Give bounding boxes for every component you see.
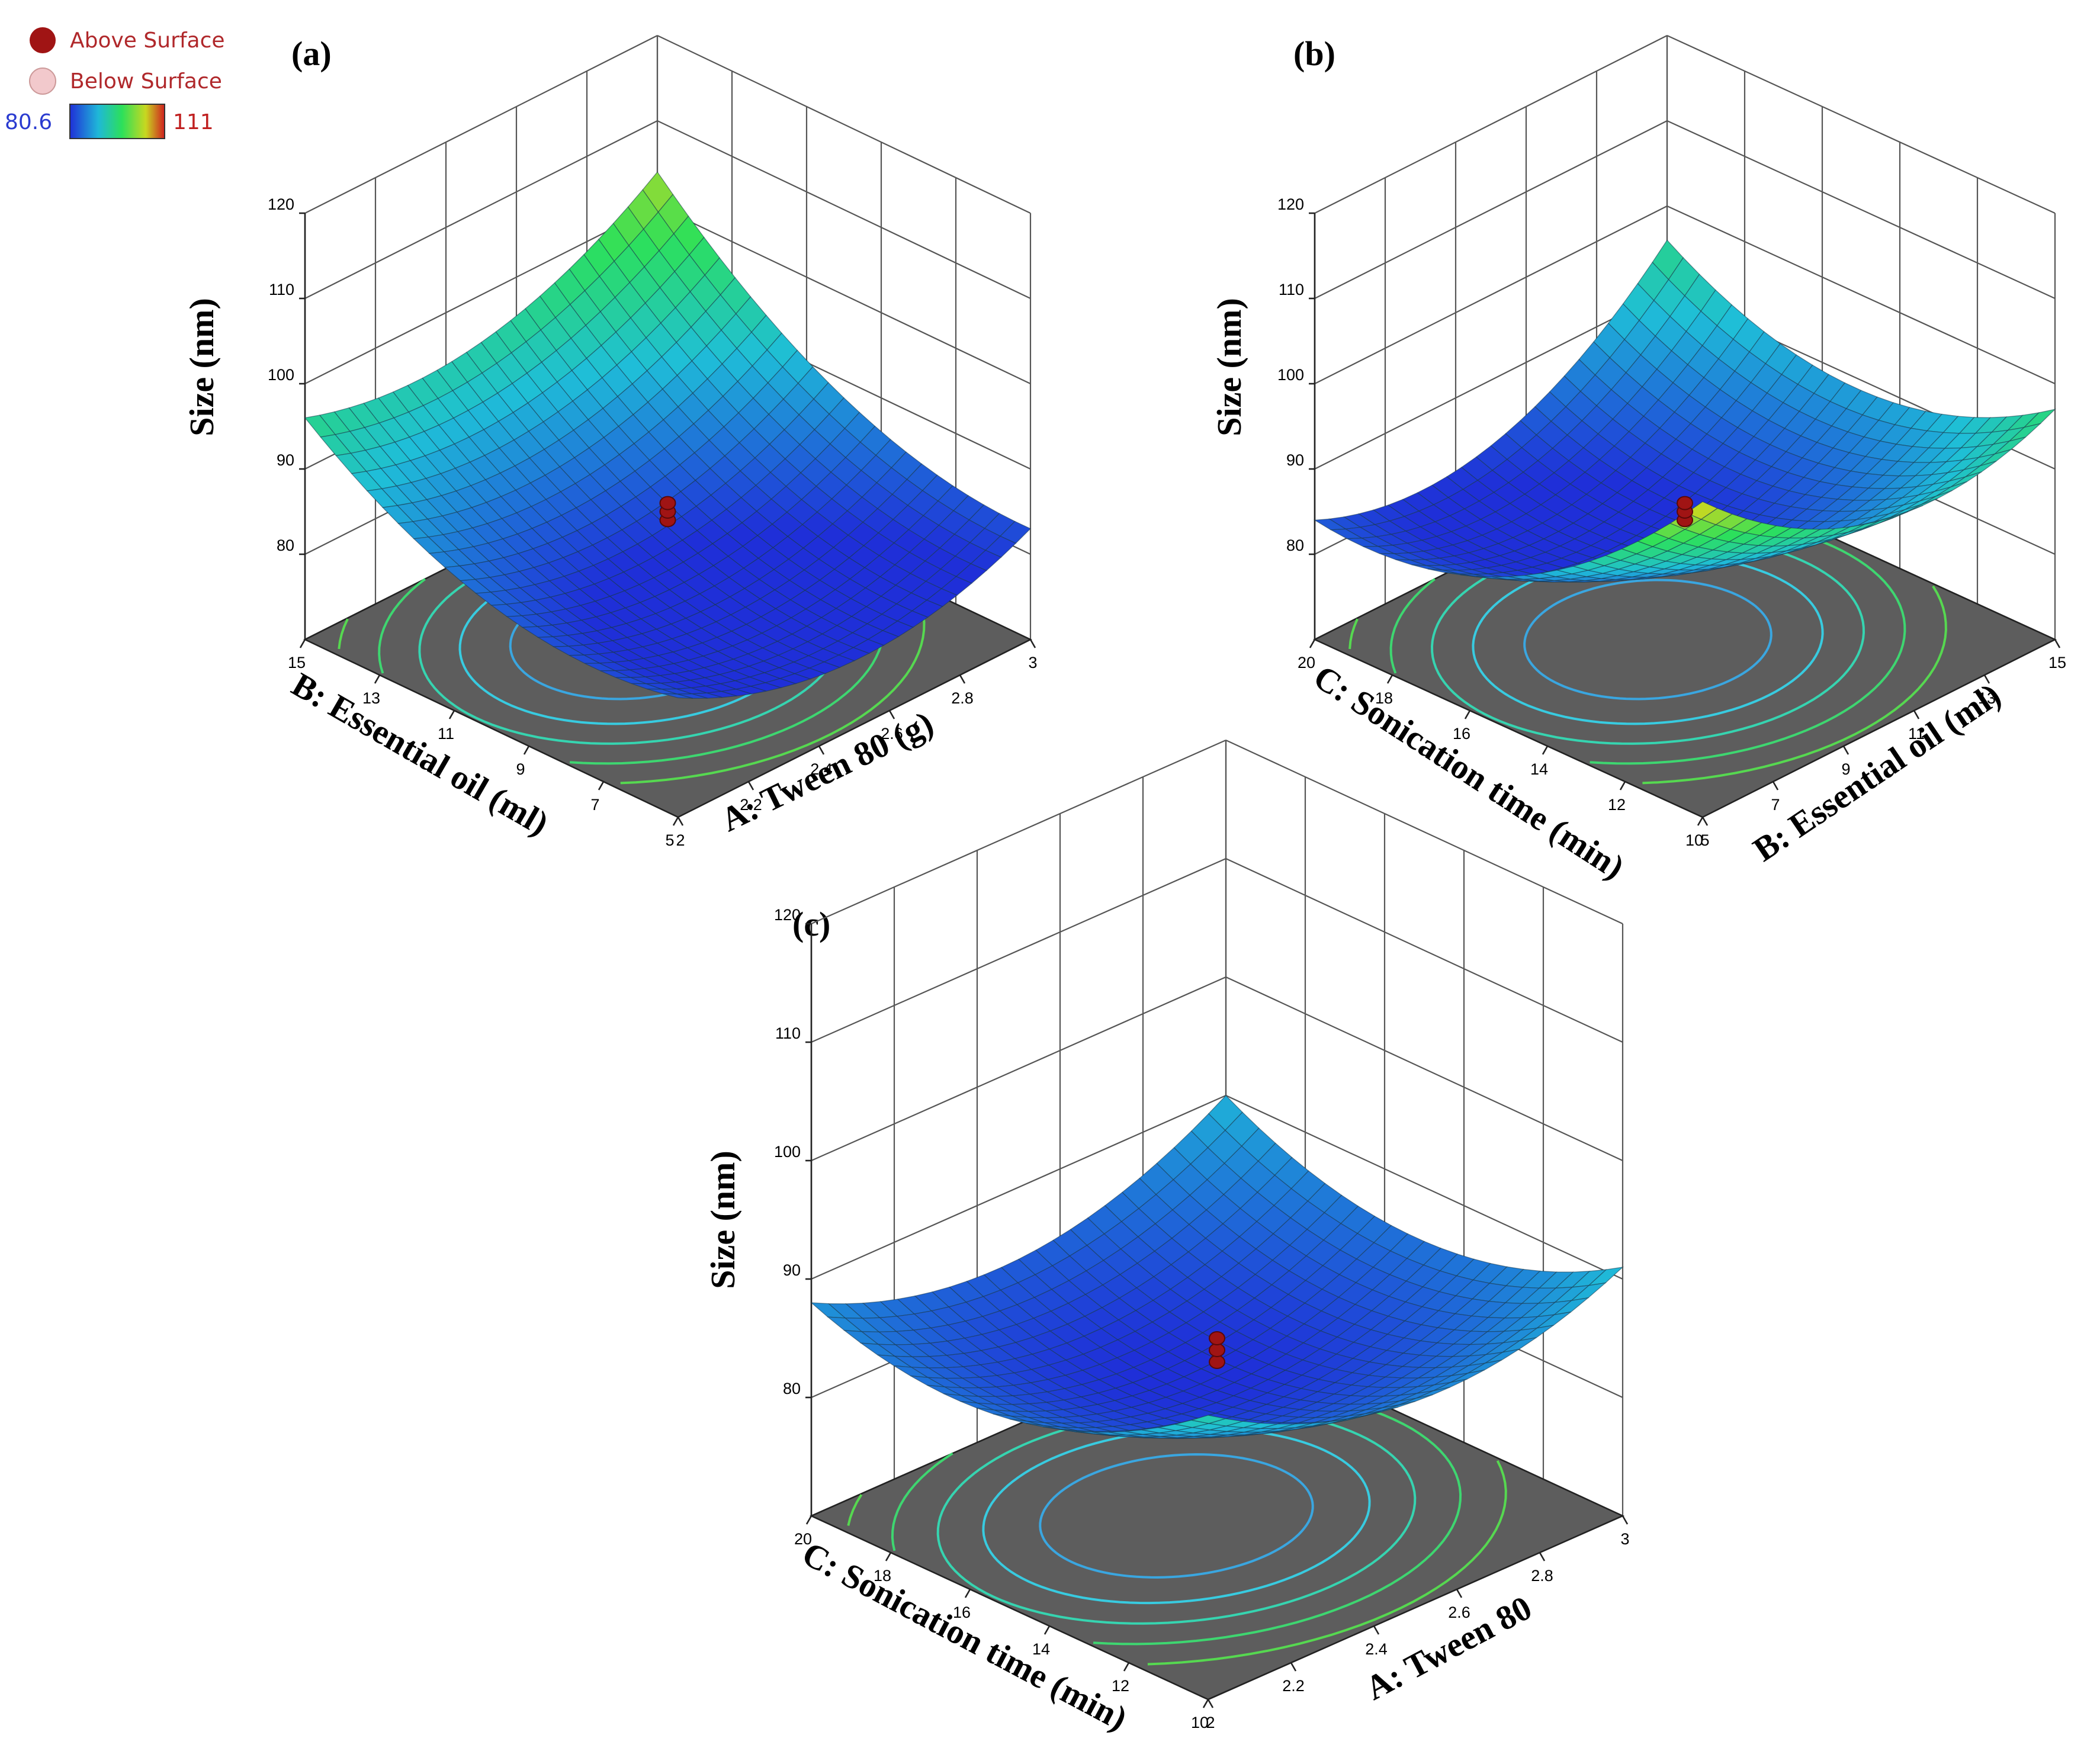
surface-plot-c: (c) 809010011012022.22.42.62.83101214161… — [704, 740, 1630, 1738]
surface-plot-a: (a) 80 90 100 110 120 2 2.2 2.4 2.6 2.8 3 5 7 9 11 13 15… — [182, 34, 1038, 849]
z-tick-label: 90 — [1286, 451, 1304, 469]
z-axis-title: Size (nm) — [704, 1151, 742, 1289]
y-tick-mark — [1203, 1699, 1208, 1708]
y-tick-mark — [449, 711, 454, 719]
y-tick-mark — [1310, 640, 1315, 648]
x-tick-label: 3 — [1028, 654, 1037, 671]
figure-canvas: Above Surface Below Surface 80.6 111 (a)… — [0, 0, 2100, 1764]
z-axis-title: Size (nm) — [182, 298, 221, 436]
y-tick-label: 20 — [1298, 654, 1315, 671]
legend: Above Surface Below Surface 80.6 111 — [5, 27, 225, 139]
z-tick-label: 100 — [1277, 366, 1304, 384]
x-tick-mark — [1208, 1699, 1213, 1708]
z-tick-label: 110 — [269, 281, 294, 298]
z-tick-label: 80 — [1286, 536, 1304, 554]
x-tick-label: 2.8 — [1531, 1567, 1553, 1585]
y-tick-label: 9 — [516, 760, 525, 778]
wall-grid-line — [1226, 977, 1623, 1161]
wall-grid-line — [811, 977, 1226, 1161]
y-tick-label: 7 — [590, 796, 599, 814]
y-tick-mark — [673, 817, 678, 825]
x-tick-label: 2.2 — [1282, 1677, 1305, 1695]
x-tick-mark — [1703, 817, 1707, 825]
x-tick-label: 2.4 — [1365, 1640, 1388, 1658]
x-tick-label: 15 — [2048, 654, 2066, 671]
colorbar-min-label: 80.6 — [5, 110, 52, 134]
y-tick-mark — [886, 1553, 891, 1561]
legend-above-marker — [30, 27, 56, 53]
y-tick-mark — [1388, 675, 1392, 683]
colorbar-max-label: 111 — [173, 110, 214, 134]
z-axis-title: Size (nm) — [1210, 298, 1248, 436]
y-tick-label: 11 — [438, 725, 454, 743]
y-tick-label: 10 — [1191, 1714, 1209, 1731]
design-point-above — [1209, 1355, 1225, 1368]
colorbar — [70, 104, 165, 139]
x-tick-mark — [1844, 746, 1848, 754]
x-tick-mark — [1540, 1553, 1545, 1561]
x-tick-mark — [1374, 1626, 1379, 1634]
z-tick-label: 80 — [783, 1380, 801, 1397]
y-tick-label: 12 — [1112, 1677, 1129, 1695]
z-tick-label: 110 — [1279, 281, 1304, 298]
wall-grid-line — [1226, 859, 1623, 1042]
wall-grid-line — [1667, 36, 2055, 213]
panel-label: (a) — [291, 34, 332, 73]
x-tick-mark — [1030, 640, 1035, 648]
design-point-above — [660, 497, 676, 510]
wall-grid-line — [657, 36, 1030, 213]
x-tick-mark — [2055, 640, 2060, 648]
z-tick-label: 100 — [774, 1143, 801, 1161]
z-tick-label: 100 — [268, 366, 294, 384]
wall-grid-line — [305, 36, 657, 213]
design-point-above — [1677, 497, 1693, 510]
legend-below-marker — [30, 68, 56, 94]
x-tick-mark — [1914, 711, 1919, 719]
y-tick-label: 10 — [1685, 831, 1703, 849]
y-tick-mark — [965, 1589, 970, 1598]
wall-grid-line — [811, 859, 1226, 1042]
design-point-above — [1209, 1344, 1225, 1357]
y-tick-mark — [1124, 1663, 1129, 1671]
x-tick-label: 2 — [676, 831, 685, 849]
z-tick-label: 120 — [774, 906, 801, 924]
y-tick-mark — [524, 746, 529, 754]
z-tick-label: 110 — [775, 1024, 801, 1042]
z-tick-label: 120 — [1277, 195, 1304, 213]
x-tick-mark — [678, 817, 683, 825]
x-tick-label: 3 — [1620, 1530, 1629, 1548]
y-tick-label: 12 — [1608, 796, 1626, 814]
x-tick-label: 7 — [1771, 796, 1780, 814]
y-tick-mark — [1620, 782, 1625, 790]
panel-label: (b) — [1293, 34, 1335, 73]
x-tick-label: 2.8 — [951, 689, 974, 707]
y-tick-mark — [1543, 746, 1547, 754]
y-tick-label: 5 — [665, 831, 674, 849]
y-tick-mark — [1045, 1626, 1049, 1634]
z-tick-label: 90 — [783, 1261, 801, 1279]
x-tick-mark — [960, 675, 965, 683]
y-tick-mark — [599, 782, 603, 790]
design-point-above — [1209, 1332, 1225, 1345]
surface-plot-b: (b) 8090100110120579111315101214161820Si… — [1210, 34, 2066, 886]
x-tick-mark — [1457, 1589, 1462, 1598]
x-tick-mark — [1623, 1516, 1627, 1524]
legend-above-label: Above Surface — [70, 28, 225, 53]
y-tick-mark — [300, 640, 305, 648]
z-tick-label: 120 — [268, 195, 294, 213]
wall-grid-line — [1315, 121, 1667, 298]
x-tick-mark — [1773, 782, 1778, 790]
wall-grid-line — [1667, 121, 2055, 298]
y-tick-mark — [1698, 817, 1703, 825]
y-tick-label: 14 — [1530, 760, 1548, 778]
legend-below-label: Below Surface — [70, 69, 222, 94]
z-tick-label: 80 — [277, 536, 294, 554]
y-tick-mark — [375, 675, 380, 683]
z-tick-label: 90 — [277, 451, 294, 469]
y-tick-mark — [1465, 711, 1470, 719]
y-tick-mark — [807, 1516, 811, 1524]
x-tick-mark — [1291, 1663, 1296, 1671]
wall-grid-line — [1315, 36, 1667, 213]
